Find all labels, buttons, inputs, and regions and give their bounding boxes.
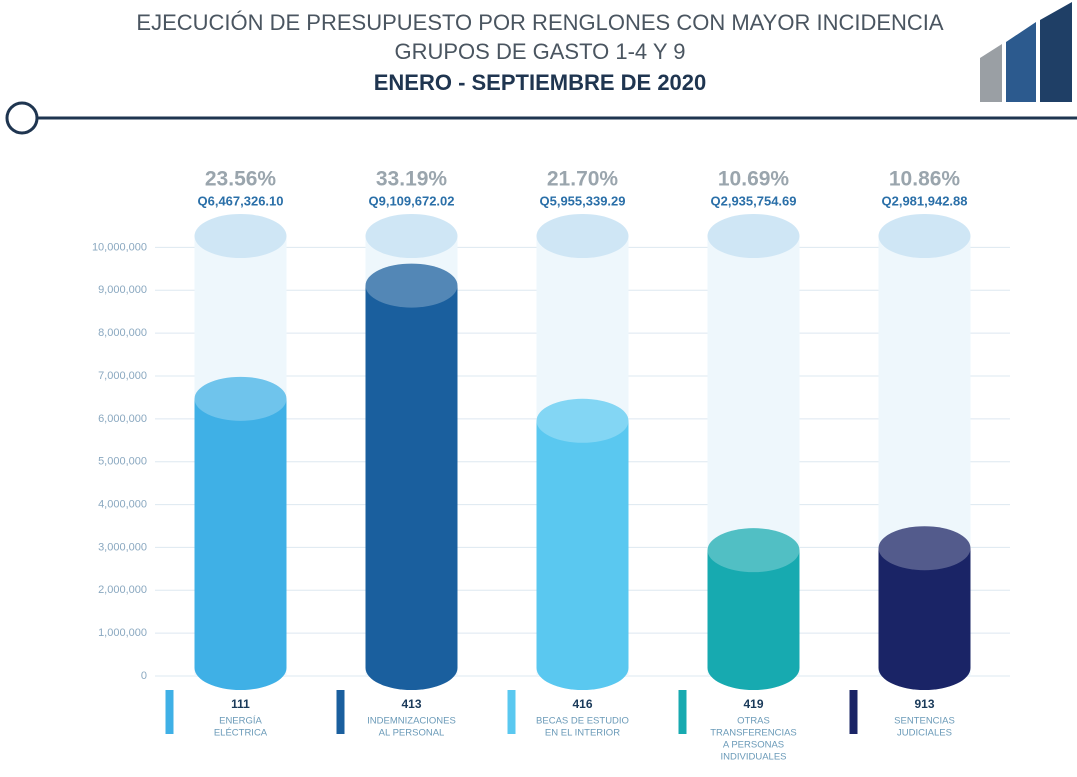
share-label: 33.19% (376, 168, 448, 191)
legend-swatch (165, 690, 174, 734)
value-label: Q6,467,326.10 (197, 193, 283, 208)
x-tick-label: 913 (914, 697, 934, 711)
category-description: ENERGÍA (219, 716, 262, 727)
category-description: TRANSFERENCIAS (710, 728, 797, 739)
bar (536, 420, 629, 668)
share-label: 23.56% (205, 168, 277, 191)
ghost-cylinder-top (878, 214, 971, 258)
legend-swatch (507, 690, 516, 734)
y-tick-label: 10,000,000 (92, 241, 147, 253)
ghost-cylinder-top (194, 214, 287, 258)
ghost-cylinder-top (536, 214, 629, 258)
logo (980, 2, 1072, 102)
category-description: INDEMNIZACIONES (367, 716, 456, 727)
y-tick-label: 5,000,000 (98, 456, 147, 468)
category-description: BECAS DE ESTUDIO (536, 716, 629, 727)
share-label: 10.69% (718, 168, 790, 191)
ghost-cylinder-top (365, 214, 458, 258)
y-tick-label: 8,000,000 (98, 327, 147, 339)
category-description: OTRAS (737, 716, 770, 727)
category-description: EN EL INTERIOR (545, 728, 620, 739)
y-tick-label: 9,000,000 (98, 284, 147, 296)
cylinder-top (194, 376, 287, 421)
legend-swatch (849, 690, 858, 734)
share-label: 21.70% (547, 168, 619, 191)
x-tick-label: 416 (572, 697, 592, 711)
x-tick-label: 111 (231, 697, 250, 711)
category-description: AL PERSONAL (379, 728, 445, 739)
value-label: Q2,981,942.88 (881, 193, 967, 208)
category-description: ELÉCTRICA (214, 728, 268, 739)
legend-swatch (678, 690, 687, 734)
x-tick-label: 419 (743, 697, 763, 711)
cylinder-top (365, 263, 458, 308)
y-tick-label: 2,000,000 (98, 584, 147, 596)
value-label: Q9,109,672.02 (368, 193, 454, 208)
category-description: SENTENCIAS (894, 716, 955, 727)
y-tick-label: 7,000,000 (98, 370, 147, 382)
cylinder-top (536, 398, 629, 443)
value-label: Q2,935,754.69 (710, 193, 796, 208)
value-label: Q5,955,339.29 (539, 193, 625, 208)
cylinder-top (707, 528, 800, 573)
bar (194, 398, 287, 668)
y-tick-label: 6,000,000 (98, 413, 147, 425)
y-tick-label: 4,000,000 (98, 498, 147, 510)
y-tick-label: 0 (141, 670, 147, 682)
category-description: INDIVIDUALES (721, 752, 787, 763)
cylinder-top (878, 526, 971, 571)
chart-subtitle: GRUPOS DE GASTO 1-4 Y 9 (395, 39, 686, 64)
chart-title: EJECUCIÓN DE PRESUPUESTO POR RENGLONES C… (136, 10, 944, 35)
share-label: 10.86% (889, 168, 961, 191)
header-circle (5, 101, 39, 135)
y-tick-label: 3,000,000 (98, 541, 147, 553)
legend-swatch (336, 690, 345, 734)
category-description: A PERSONAS (723, 740, 784, 751)
category-description: JUDICIALES (897, 728, 952, 739)
bar (365, 285, 458, 668)
y-tick-label: 1,000,000 (98, 627, 147, 639)
ghost-cylinder-top (707, 214, 800, 258)
x-tick-label: 413 (401, 697, 421, 711)
chart-period: ENERO - SEPTIEMBRE DE 2020 (374, 70, 707, 95)
